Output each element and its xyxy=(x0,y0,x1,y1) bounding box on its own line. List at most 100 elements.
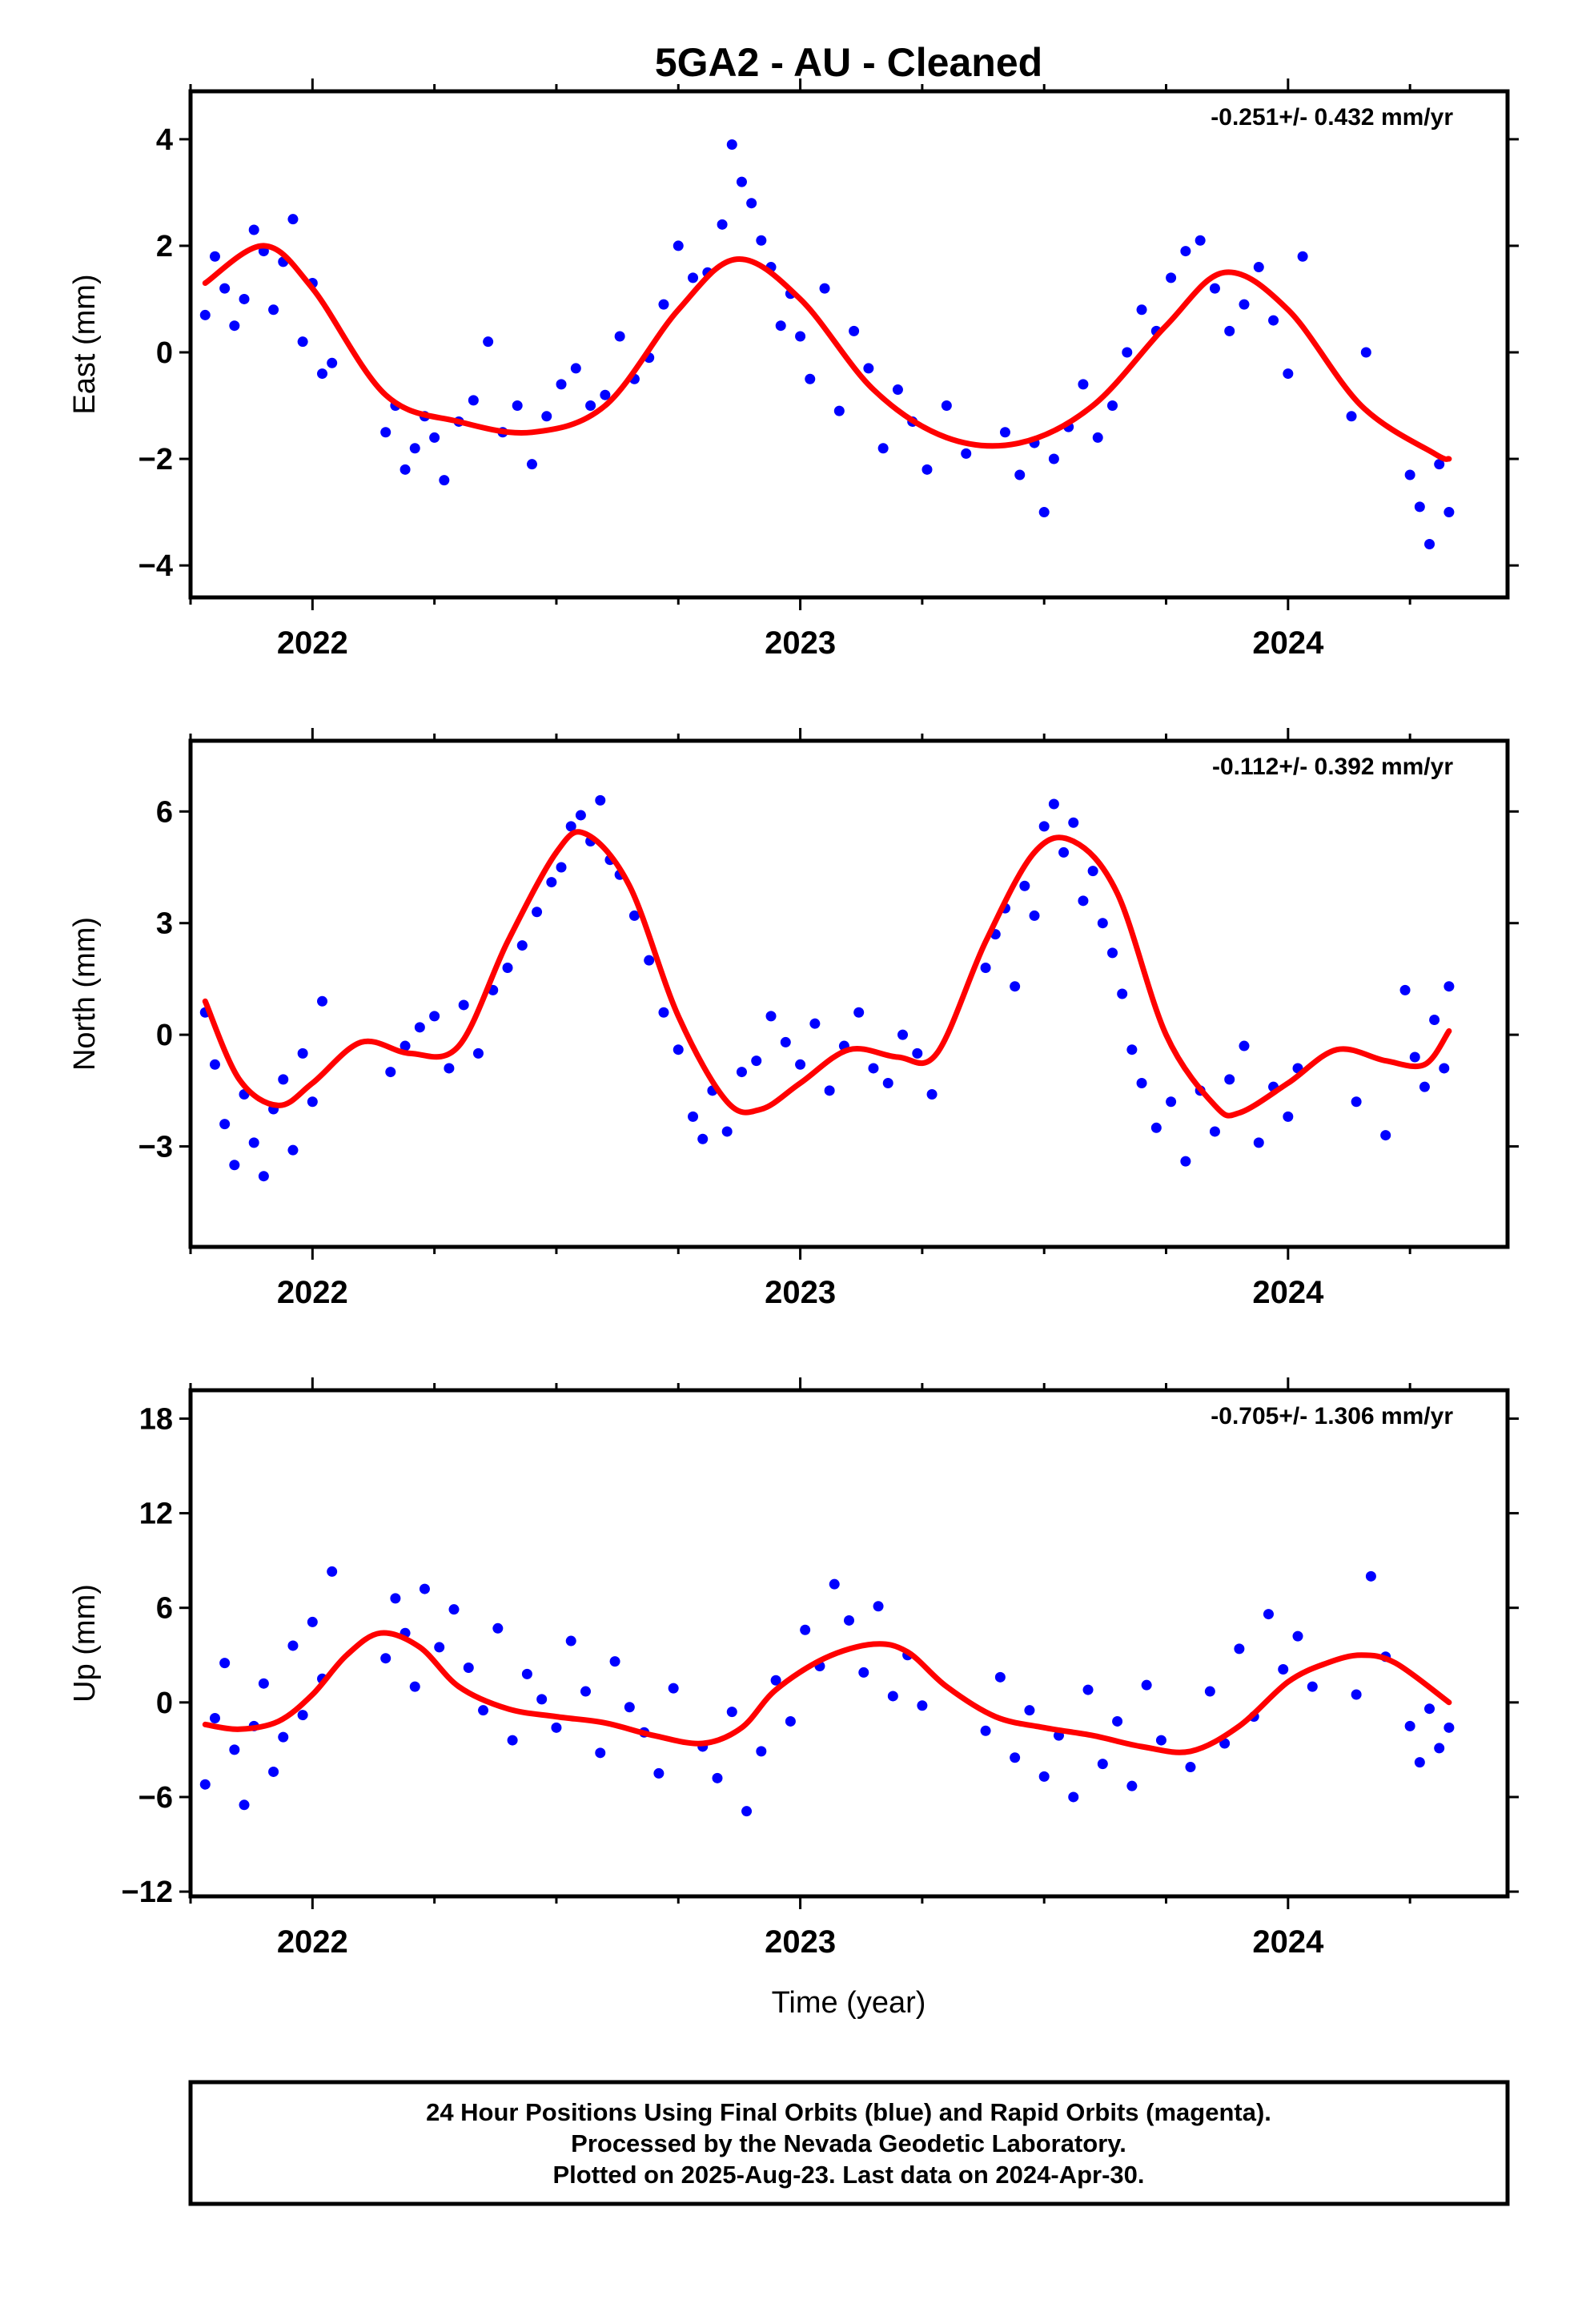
up-data-point xyxy=(1219,1738,1231,1749)
east-data-point xyxy=(1048,453,1059,464)
up-data-point xyxy=(756,1746,767,1757)
north-data-point xyxy=(1419,1081,1430,1092)
up-data-point xyxy=(668,1683,679,1694)
east-data-point xyxy=(1209,283,1220,294)
footer-line-1: 24 Hour Positions Using Final Orbits (bl… xyxy=(426,2098,1271,2126)
up-data-point xyxy=(858,1667,869,1678)
north-data-point xyxy=(1209,1126,1220,1137)
up-data-point xyxy=(258,1678,269,1689)
north-points xyxy=(199,794,1455,1182)
east-data-point xyxy=(1443,507,1455,518)
north-data-point xyxy=(1239,1040,1250,1051)
east-data-point xyxy=(941,400,952,412)
north-data-point xyxy=(278,1074,289,1085)
up-data-point xyxy=(726,1707,737,1718)
chart-title: 5GA2 - AU - Cleaned xyxy=(655,40,1042,85)
north-data-point xyxy=(1351,1096,1362,1108)
east-data-point xyxy=(1268,315,1279,326)
east-data-point xyxy=(1424,538,1435,549)
east-data-point xyxy=(688,272,699,283)
up-data-point xyxy=(551,1722,562,1733)
east-data-point xyxy=(268,304,279,316)
east-data-point xyxy=(1195,235,1206,246)
east-data-point xyxy=(239,293,250,304)
up-panel: −12 −6 0 6 12 18 2022 2023 2024 -0.705+/- 1.306 m… xyxy=(68,1377,1519,1960)
north-data-point xyxy=(882,1078,893,1089)
east-data-point xyxy=(287,214,299,225)
north-data-point xyxy=(219,1119,231,1130)
east-data-point xyxy=(409,443,420,454)
up-data-point xyxy=(380,1653,391,1664)
east-data-point xyxy=(717,219,728,230)
east-ytick-label: 2 xyxy=(156,230,173,263)
east-ytick-label: 0 xyxy=(156,336,173,370)
east-data-point xyxy=(1166,272,1177,283)
north-data-point xyxy=(258,1171,269,1182)
east-data-point xyxy=(429,432,440,443)
up-rate-annotation: -0.705+/- 1.306 mm/yr xyxy=(1211,1403,1453,1429)
north-data-point xyxy=(1224,1074,1235,1085)
north-data-point xyxy=(673,1044,684,1055)
north-data-point xyxy=(688,1111,699,1122)
up-data-point xyxy=(434,1642,445,1653)
up-data-point xyxy=(565,1635,576,1647)
up-data-point xyxy=(653,1767,665,1779)
east-data-point xyxy=(1014,469,1026,480)
up-data-point xyxy=(800,1624,811,1635)
up-data-point xyxy=(287,1640,299,1651)
north-xtick-label: 2022 xyxy=(277,1275,348,1310)
east-data-point xyxy=(297,336,308,348)
east-points xyxy=(199,139,1455,549)
north-data-point xyxy=(780,1036,791,1047)
up-data-point xyxy=(1010,1752,1021,1763)
up-data-point xyxy=(1097,1759,1108,1770)
east-data-point xyxy=(541,411,552,422)
north-data-point xyxy=(765,1011,777,1022)
east-data-point xyxy=(468,395,479,406)
north-xtick-label: 2024 xyxy=(1252,1275,1324,1310)
north-data-point xyxy=(429,1011,440,1022)
east-data-point xyxy=(1414,501,1425,513)
north-data-point xyxy=(1429,1015,1440,1026)
north-data-point xyxy=(926,1088,938,1100)
north-fit-line xyxy=(202,829,1452,1119)
east-data-point xyxy=(1092,432,1103,443)
north-ytick-label: 3 xyxy=(156,907,173,941)
north-data-point xyxy=(556,862,567,873)
up-data-point xyxy=(994,1671,1006,1683)
north-data-point xyxy=(1097,918,1108,929)
east-data-point xyxy=(833,405,845,416)
north-data-point xyxy=(809,1018,821,1029)
east-data-point xyxy=(999,427,1010,438)
up-data-point xyxy=(209,1713,220,1724)
north-data-point xyxy=(1166,1096,1177,1108)
east-data-point xyxy=(1180,246,1191,257)
east-data-point xyxy=(327,357,338,368)
up-data-point xyxy=(1155,1735,1166,1746)
east-data-point xyxy=(1434,459,1445,470)
north-data-point xyxy=(1399,984,1411,995)
east-data-point xyxy=(600,389,611,400)
north-data-point xyxy=(1058,846,1070,858)
north-data-point xyxy=(1136,1078,1147,1089)
up-data-point xyxy=(409,1681,420,1692)
up-ytick-label: −12 xyxy=(122,1876,173,1909)
up-ytick-label: 12 xyxy=(139,1498,173,1531)
east-data-point xyxy=(229,320,240,332)
north-data-point xyxy=(317,995,327,1007)
up-data-point xyxy=(785,1715,796,1727)
east-frame xyxy=(188,89,1510,600)
north-data-point xyxy=(658,1007,669,1018)
east-data-point xyxy=(877,443,889,454)
north-data-point xyxy=(868,1063,879,1074)
north-data-point xyxy=(472,1047,484,1059)
up-data-point xyxy=(478,1705,489,1716)
north-xtick-label: 2023 xyxy=(765,1275,836,1310)
north-data-point xyxy=(1029,910,1040,921)
up-data-point xyxy=(741,1806,753,1817)
east-data-point xyxy=(512,400,523,412)
north-data-point xyxy=(980,962,991,973)
east-data-point xyxy=(1038,507,1050,518)
east-data-point xyxy=(380,427,391,438)
